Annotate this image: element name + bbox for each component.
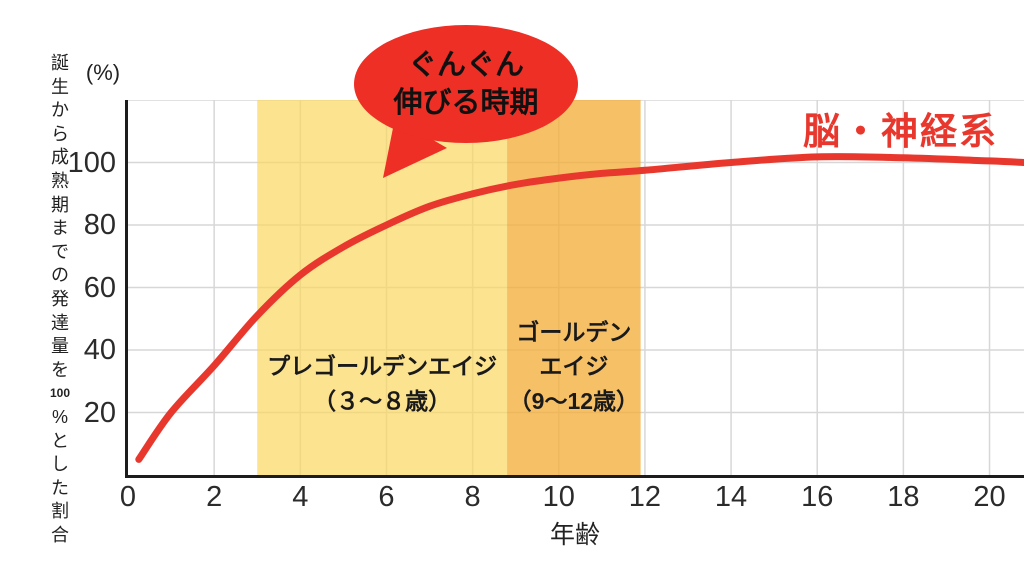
band-label-line: エイジ xyxy=(539,353,609,379)
y-tick-label: 100 xyxy=(67,146,116,179)
y-axis-unit-label: (%) xyxy=(85,60,121,85)
y-axis-title-char: か xyxy=(51,100,69,121)
y-tick-label: 20 xyxy=(83,396,116,429)
x-axis-title: 年齢 xyxy=(549,521,600,549)
y-axis-title-char: % xyxy=(51,406,68,427)
speech-bubble-annotation: ぐんぐん 伸びる時期 xyxy=(354,25,578,143)
y-axis-title-char: ら xyxy=(51,123,69,144)
x-tick-label: 0 xyxy=(119,481,137,513)
x-tick-label: 20 xyxy=(973,481,1006,513)
band-label-golden-age: ゴールデンエイジ （9～12歳） xyxy=(509,315,639,419)
y-axis-title-char: 発 xyxy=(51,288,69,309)
y-axis-title-char: 合 xyxy=(51,524,69,545)
y-tick-label: 40 xyxy=(83,334,116,366)
x-tick-label: 12 xyxy=(628,481,662,513)
x-tick-label: 10 xyxy=(542,481,575,513)
x-tick-label: 4 xyxy=(292,481,309,513)
band-label-line: ゴールデン xyxy=(516,318,632,345)
y-axis-title-char: を xyxy=(51,359,69,380)
speech-bubble-tail xyxy=(383,118,447,178)
y-axis-title-vertical: 誕生から成熟期までの発達量を 100% とした割合 xyxy=(46,52,74,547)
y-axis-title-char: 生 xyxy=(51,76,69,97)
y-axis-title-char: と xyxy=(51,430,69,451)
y-axis-title-char: 期 xyxy=(51,194,69,215)
band-label-pre-golden-age: プレゴールデンエイジ （３～８歳） xyxy=(267,349,497,418)
bubble-line: 伸びる時期 xyxy=(393,87,539,119)
band-label-line: （３～８歳） xyxy=(313,387,452,414)
y-axis-title-char: 熟 xyxy=(51,170,69,191)
band-label-line: プレゴールデンエイジ xyxy=(267,353,498,379)
plot-area xyxy=(125,100,1024,478)
x-tick-label: 8 xyxy=(464,481,481,513)
y-tick-label: 60 xyxy=(83,271,116,304)
x-tick-label: 16 xyxy=(801,481,834,513)
y-axis-title-char: で xyxy=(51,241,69,262)
chart-svg xyxy=(128,100,1024,475)
bubble-line: ぐんぐん xyxy=(407,48,524,81)
y-axis-title-char: 100 xyxy=(49,386,71,401)
y-axis-title-char: 割 xyxy=(51,501,69,522)
band-label-line: （9～12歳） xyxy=(508,387,640,414)
x-tick-label: 14 xyxy=(714,481,748,513)
series-label: 脳・神経系 xyxy=(803,111,998,152)
y-axis-title-char: 量 xyxy=(51,336,69,357)
y-axis-title-char: た xyxy=(51,477,69,498)
y-axis-title-char: ま xyxy=(51,218,69,239)
y-axis-title-char: 誕 xyxy=(51,53,69,73)
y-axis-title-char: 成 xyxy=(51,147,69,168)
y-tick-label: 80 xyxy=(83,209,116,241)
x-tick-label: 18 xyxy=(887,481,920,513)
y-axis-title-char: 達 xyxy=(51,312,69,333)
x-tick-label: 2 xyxy=(206,481,223,513)
y-axis-title-char: し xyxy=(51,454,69,475)
x-tick-label: 6 xyxy=(378,481,395,513)
y-axis-title-char: の xyxy=(51,265,69,286)
